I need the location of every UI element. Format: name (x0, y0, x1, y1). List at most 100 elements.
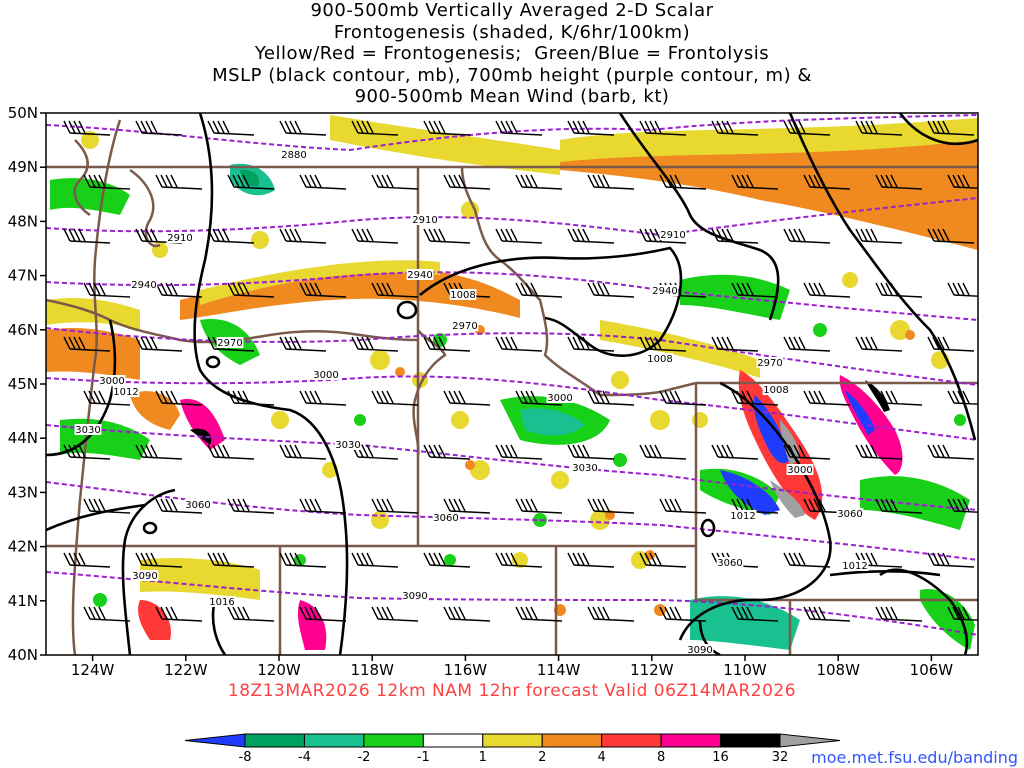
height-contour-label: 3030 (335, 440, 360, 451)
colorbar-swatch (541, 733, 603, 748)
wind-barb (711, 228, 759, 244)
wind-barb (207, 228, 255, 244)
height-contour-label: 3060 (433, 513, 458, 524)
map-title: 900-500mb Vertically Averaged 2-D Scalar… (0, 0, 1024, 108)
wind-barb (567, 336, 615, 352)
wind-barb (947, 174, 978, 189)
height-contour-label-bg (334, 439, 362, 450)
wind-barb (927, 228, 975, 244)
colorbar-swatch (363, 733, 424, 748)
wind-barb (783, 444, 831, 460)
pressure-contour-label: 1012 (842, 561, 867, 572)
wind-barb (351, 336, 399, 352)
wind-barb (495, 552, 543, 568)
colorbar-tick-label: 16 (712, 750, 729, 765)
wind-barb (927, 120, 975, 136)
latitude-axis: 40N 41N 42N 43N 44N 45N 46N 47N 48N 49N 50N (8, 104, 46, 664)
colorbar-swatch (303, 733, 365, 748)
wind-barb (63, 552, 111, 568)
pressure-contour-label-bg (449, 289, 477, 300)
wind-barb (711, 120, 759, 136)
height-contour-label: 2940 (407, 270, 432, 281)
wind-barb (927, 552, 975, 568)
wind-barb (423, 336, 471, 352)
wind-barb (803, 282, 851, 298)
wind-barb (63, 120, 111, 136)
height-contour-label-bg (280, 149, 308, 160)
wind-barb (423, 228, 471, 244)
lat-tick-label: 48N (8, 212, 38, 230)
height-contour-label: 3090 (402, 591, 427, 602)
height-contour-label-bg (756, 357, 784, 368)
credit-link[interactable]: moe.met.fsu.edu/banding (811, 748, 1018, 767)
contour-labels: 2880 2910 2910 2910 2940 2940 2940 2970 2970 2970… (74, 149, 869, 656)
wind-barb (875, 498, 923, 514)
wind-barb (783, 228, 831, 244)
height-contour-label-bg (312, 369, 340, 380)
wind-barb (423, 552, 471, 568)
lon-tick-label: 110W (723, 661, 767, 679)
wind-barb (711, 336, 759, 352)
height-contour-label: 3060 (717, 558, 742, 569)
colorbar-tick-label: -8 (239, 750, 252, 765)
lat-tick-label: 40N (8, 646, 38, 664)
pressure-contour-label: 1008 (647, 354, 672, 365)
wind-barb (495, 228, 543, 244)
height-contour-label: 3000 (787, 465, 812, 476)
wind-barb (83, 498, 131, 514)
lat-tick-label: 49N (8, 158, 38, 176)
colorbar-low-arrow (184, 733, 246, 748)
lat-tick-label: 42N (8, 538, 38, 556)
height-contour-label-bg (184, 499, 212, 510)
wind-barb (947, 606, 978, 621)
colorbar-tick-label: -1 (417, 750, 430, 765)
wind-barb (567, 552, 615, 568)
wind-barb (279, 552, 327, 568)
height-contour-label-bg (546, 392, 574, 403)
wind-barb (423, 120, 471, 136)
wind-barb (783, 120, 831, 136)
colorbar: -8 -4 -2 -1 1 2 4 8 16 32 (184, 733, 841, 765)
wind-barb (947, 282, 978, 297)
wind-barb (227, 282, 275, 298)
wind-barb (659, 498, 707, 514)
height-contour-label: 3090 (687, 645, 712, 656)
wind-barb (731, 606, 779, 622)
pressure-contour-label-bg (646, 353, 674, 364)
wind-barb (83, 282, 131, 298)
pressure-contour-label: 1012 (113, 387, 138, 398)
wind-barb (639, 444, 687, 460)
wind-barb (351, 228, 399, 244)
wind-barb (279, 120, 327, 136)
wind-barb (299, 390, 347, 406)
height-contour-label-bg (216, 337, 244, 348)
height-contour-label-bg (411, 214, 439, 225)
wind-barb (515, 498, 563, 514)
wind-barb (731, 282, 779, 298)
height-contour-label: 2880 (281, 150, 306, 161)
height-contour-label-bg (131, 570, 159, 581)
wind-barb (207, 120, 255, 136)
wind-barb (639, 552, 687, 568)
lat-tick-label: 47N (8, 267, 38, 285)
wind-barb (587, 174, 635, 190)
height-contour-label: 2910 (167, 233, 192, 244)
wind-barb (875, 606, 923, 622)
height-contour-label: 3030 (572, 463, 597, 474)
colorbar-tick-label: 8 (657, 750, 665, 765)
colorbar-swatch (422, 733, 484, 748)
wind-barb (135, 120, 183, 136)
wind-barb (803, 174, 851, 190)
height-contour-label: 3000 (99, 376, 124, 387)
wind-barb (875, 390, 923, 406)
lon-tick-label: 114W (537, 661, 581, 679)
wind-barb (423, 444, 471, 460)
height-contour-label-bg (451, 320, 479, 331)
wind-barb (63, 444, 111, 460)
wind-barb (155, 174, 203, 190)
height-contour-label-bg (74, 424, 102, 435)
wind-barb (135, 444, 183, 460)
title-line-1: 900-500mb Vertically Averaged 2-D Scalar (310, 0, 714, 21)
height-contour-label: 3030 (75, 425, 100, 436)
wind-barb (947, 390, 978, 405)
